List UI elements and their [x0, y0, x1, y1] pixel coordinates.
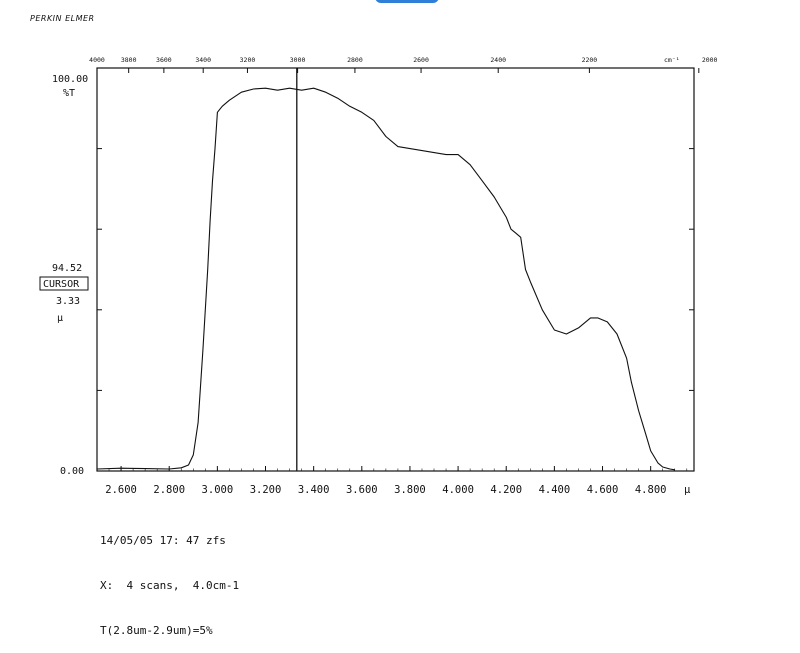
bottom-tick-label: 4.600 — [587, 484, 619, 496]
top-tick-label: 3600 — [156, 56, 172, 64]
bottom-tick-label: 4.200 — [490, 484, 522, 496]
plot-frame — [96, 67, 695, 472]
bottom-tick-label: 2.800 — [153, 484, 185, 496]
top-tick-label: 4000 — [89, 56, 105, 64]
bottom-tick-label: 2.600 — [105, 484, 137, 496]
top-axis-unit: cm⁻¹ — [664, 56, 680, 64]
bottom-tick-label: 3.000 — [202, 484, 234, 496]
left-axis-ticks — [97, 67, 694, 472]
bottom-tick-label: 3.400 — [298, 484, 330, 496]
y-axis-bottom-label: 0.00 — [60, 466, 84, 477]
top-tick-label: 3800 — [121, 56, 137, 64]
top-tick-label: 2400 — [490, 56, 506, 64]
bottom-axis-unit: μ — [684, 484, 691, 496]
bottom-tick-label: 4.400 — [539, 484, 571, 496]
footer-timestamp: 14/05/05 17: 47 zfs — [100, 534, 226, 547]
brand-label: PERKIN ELMER — [30, 14, 95, 23]
top-tick-label: 3200 — [240, 56, 256, 64]
spectrum-series-line — [96, 87, 675, 471]
bottom-tick-label: 3.200 — [250, 484, 282, 496]
top-tick-label: 3000 — [290, 56, 306, 64]
top-tick-label: 2200 — [582, 56, 598, 64]
y-axis-unit: %T — [63, 88, 75, 99]
top-tick-label: 2600 — [413, 56, 429, 64]
cursor-x-unit: μ — [57, 313, 63, 324]
cursor-label: CURSOR — [43, 279, 80, 290]
top-wavenumber-axis: 4000 3800 3600 3400 3200 3000 2800 2600 2400 2200… — [89, 56, 718, 73]
y-axis-top-label: 100.00 — [52, 74, 88, 85]
top-tick-label: 2000 — [702, 56, 718, 64]
cursor-box — [39, 276, 89, 291]
top-window-tab — [375, 0, 439, 3]
bottom-tick-label: 3.800 — [394, 484, 426, 496]
top-tick-label: 2800 — [347, 56, 363, 64]
bottom-tick-label: 3.600 — [346, 484, 378, 496]
bottom-wavelength-axis: 2.600 2.800 3.000 3.200 3.400 3.600 3.800 4.000… — [96, 466, 688, 496]
footer-scan-params: X: 4 scans, 4.0cm-1 — [100, 579, 240, 592]
top-tick-label: 3400 — [195, 56, 211, 64]
spectrum-chart: PERKIN ELMER 4000 3800 3600 3400 3200 3000 280… — [30, 14, 718, 496]
scan-info-footer: 14/05/05 17: 47 zfs X: 4 scans, 4.0cm-1 … — [100, 503, 239, 653]
bottom-tick-label: 4.000 — [442, 484, 474, 496]
cursor-y-value: 94.52 — [52, 263, 82, 274]
bottom-tick-label: 4.800 — [635, 484, 667, 496]
footer-transmission-note: T(2.8um-2.9um)=5% — [100, 624, 213, 637]
cursor-x-value: 3.33 — [56, 296, 80, 307]
